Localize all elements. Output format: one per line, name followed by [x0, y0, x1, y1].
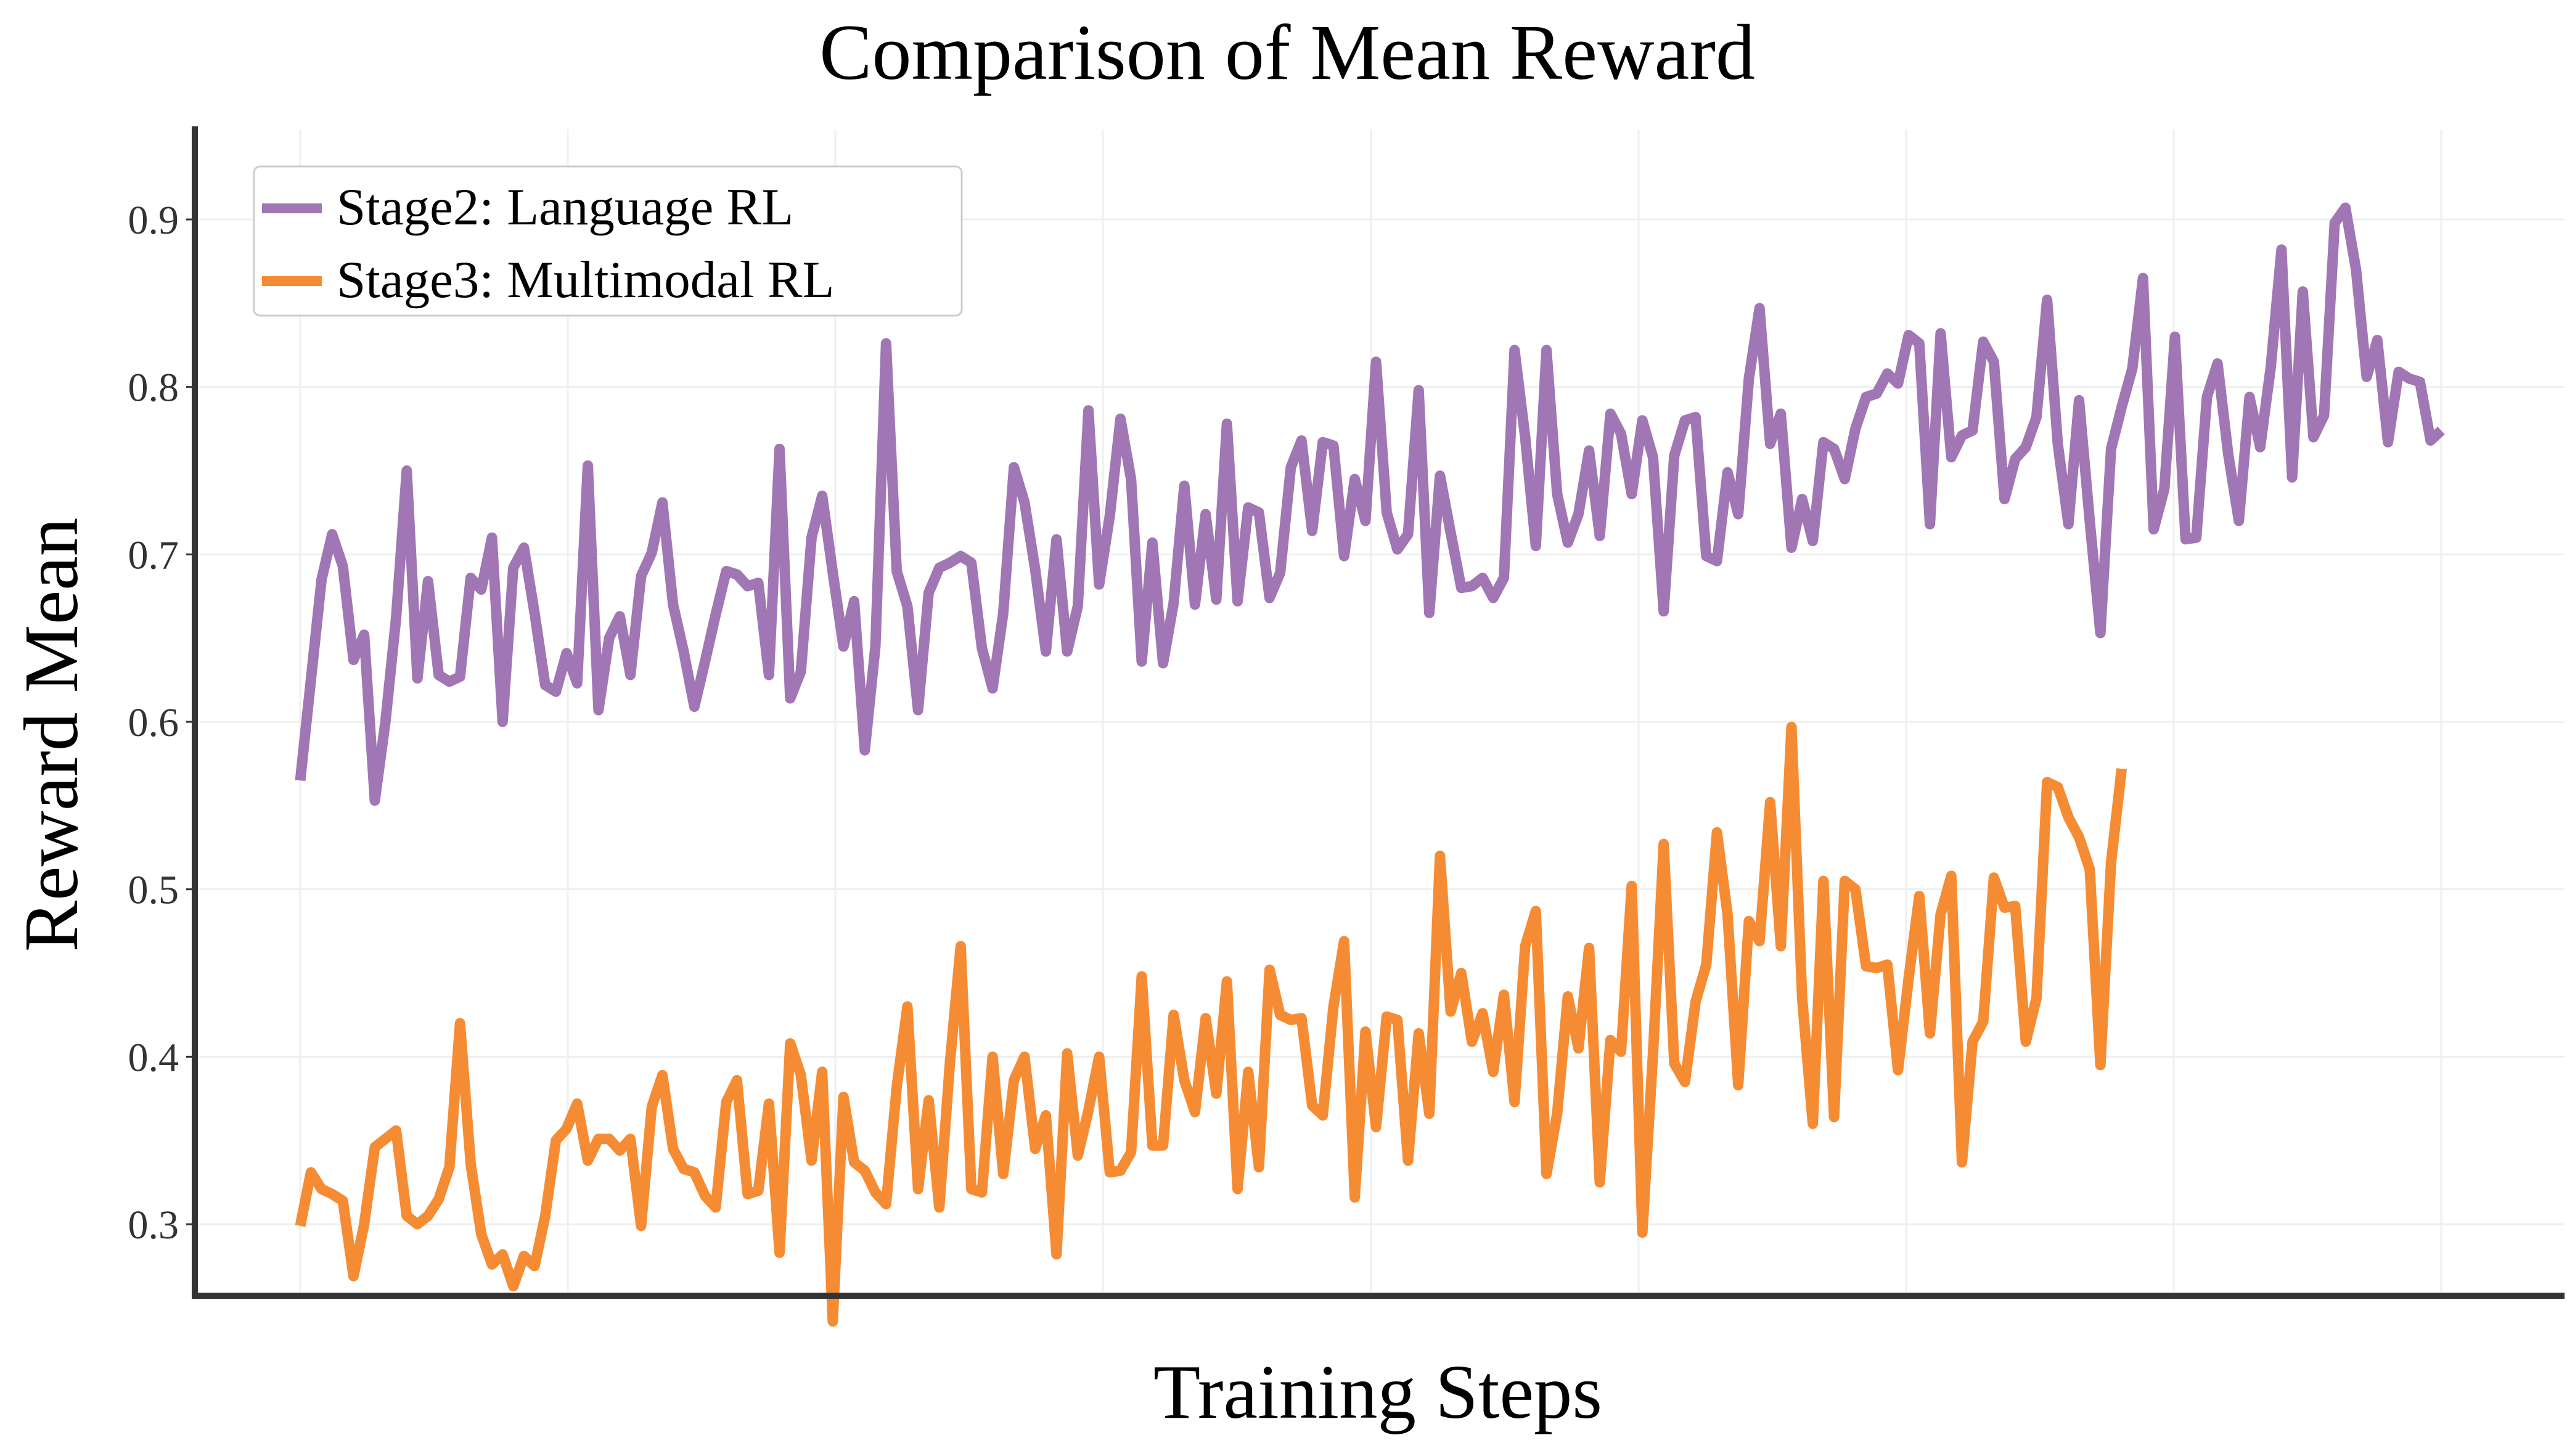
y-tick-label: 0.4	[128, 1035, 179, 1080]
y-tick-label: 0.5	[128, 868, 179, 913]
chart-title: Comparison of Mean Reward	[819, 9, 1755, 96]
legend: Stage2: Language RL Stage3: Multimodal R…	[253, 165, 963, 317]
legend-box	[253, 165, 963, 317]
legend-label-multimodal-rl: Stage3: Multimodal RL	[337, 251, 834, 309]
series-layer	[295, 202, 2445, 1327]
y-tick-label: 0.3	[128, 1203, 179, 1248]
x-axis-title: Training Steps	[1153, 1350, 1602, 1435]
y-tick-label: 0.9	[128, 198, 179, 243]
y-tick-label: 0.6	[128, 700, 179, 745]
series-line-language-rl	[295, 202, 2445, 806]
y-tick-labels: 0.3 0.4 0.5 0.6 0.7 0.8 0.9	[128, 198, 195, 1248]
y-tick-label: 0.7	[128, 533, 179, 578]
y-tick-label: 0.8	[128, 366, 179, 411]
legend-label-language-rl: Stage2: Language RL	[337, 178, 793, 236]
series-line-multimodal-rl	[295, 721, 2127, 1327]
axis-spines	[192, 126, 2565, 1299]
grid-layer	[199, 129, 2565, 1291]
y-axis-title: Reward Mean	[9, 518, 94, 952]
